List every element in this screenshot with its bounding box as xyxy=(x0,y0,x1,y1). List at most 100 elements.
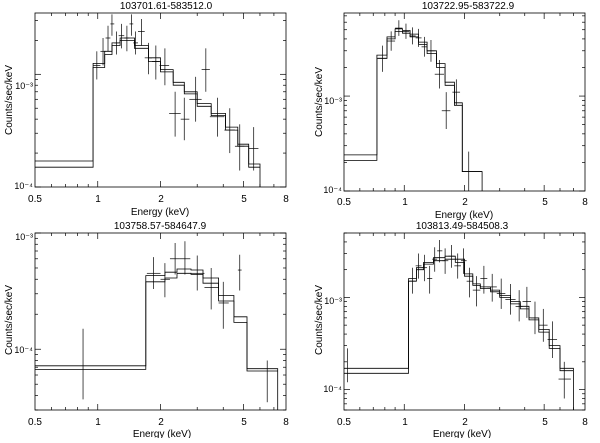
panel-1-data-point-6 xyxy=(124,25,130,52)
panel-1-y-label: Counts/sec/keV xyxy=(4,65,15,135)
panel-4-ticks xyxy=(344,232,585,411)
panel-3-data-point-4 xyxy=(179,241,191,275)
panel-3-data-point-6 xyxy=(204,267,219,310)
panel-4-y-tick-0: 10⁻⁴ xyxy=(323,384,342,394)
panel-4-data-point-22 xyxy=(558,361,571,399)
panel-1-data-point-18 xyxy=(224,108,235,154)
panel-2-x-tick-3: 5 xyxy=(542,197,548,208)
panel-2-data-point-8 xyxy=(434,59,445,89)
panel-4-y-label: Counts/sec/keV xyxy=(314,285,325,355)
panel-1-data-point-8 xyxy=(133,31,139,55)
panel-4-model-line-2 xyxy=(344,258,574,374)
panel-3-y-label: Counts/sec/keV xyxy=(4,285,15,355)
panel-1-ticks xyxy=(35,13,286,188)
panel-2-data-points xyxy=(378,20,483,191)
panel-1-data-point-13 xyxy=(169,91,181,137)
spectrum-panel-1: 103701.61-583512.0 0.5 1 2 5 8 10⁻⁴ 10⁻³… xyxy=(4,1,289,218)
panel-3-data-point-8 xyxy=(237,254,242,291)
panel-2-data-point-6 xyxy=(421,36,428,57)
panel-2-x-tick-2: 2 xyxy=(462,197,468,208)
panel-2-y-tick-1: 10⁻³ xyxy=(324,96,342,106)
panel-1-data-point-0 xyxy=(93,51,101,80)
panel-3-x-tick-4: 8 xyxy=(283,417,289,428)
panel-4-data-point-13 xyxy=(480,265,488,294)
panel-1-x-tick-4: 8 xyxy=(283,194,289,205)
panel-4-data-point-20 xyxy=(538,308,548,342)
panel-3-x-tick-1: 1 xyxy=(95,417,101,428)
panel-4-y-tick-1: 10⁻³ xyxy=(324,296,342,306)
panel-4-data-point-6 xyxy=(437,239,443,263)
panel-4-x-label: Energy (keV) xyxy=(433,429,491,438)
panel-4-data-point-3 xyxy=(421,254,428,282)
panel-1-y-tick-1: 10⁻³ xyxy=(15,81,33,91)
panel-3-plot-frame xyxy=(34,232,287,411)
panel-1-data-point-12 xyxy=(159,48,170,86)
panel-1-data-point-4 xyxy=(114,31,119,55)
panel-2-model-lines xyxy=(344,28,483,191)
spectrum-panel-4: 103813.49-584508.3 0.5 1 2 5 8 10⁻⁴ 10⁻³… xyxy=(314,221,588,440)
panel-3-x-tick-2: 2 xyxy=(158,417,164,428)
panel-3-data-points xyxy=(82,241,268,403)
panel-3-x-tick-0: 0.5 xyxy=(28,417,42,428)
panel-1-data-point-10 xyxy=(144,42,152,75)
panel-1-model-lines xyxy=(35,37,261,187)
panel-2-data-point-2 xyxy=(395,20,403,36)
panel-1-data-point-5 xyxy=(118,23,125,49)
panel-1-data-point-2 xyxy=(105,25,111,52)
panel-2-x-tick-0: 0.5 xyxy=(337,197,351,208)
panel-2-data-point-9 xyxy=(441,92,451,129)
panel-4-model-line-1 xyxy=(344,255,574,410)
panel-1-x-tick-1: 1 xyxy=(95,194,101,205)
panel-2-x-tick-1: 1 xyxy=(402,197,408,208)
panel-1-y-tick-0: 10⁻⁴ xyxy=(14,181,33,191)
panel-4-data-point-14 xyxy=(487,273,497,302)
panel-4-data-point-5 xyxy=(432,247,438,272)
panel-2-x-tick-4: 8 xyxy=(582,197,588,208)
panel-1-model-line-1 xyxy=(35,37,261,187)
panel-2-data-point-10 xyxy=(452,79,461,106)
panel-4-model-lines xyxy=(344,255,574,410)
panel-4-data-point-12 xyxy=(472,276,481,307)
panel-1-x-tick-0: 0.5 xyxy=(28,194,42,205)
panel-3-y-tick-1: 10⁻³ xyxy=(15,232,33,242)
panel-2-model-line-2 xyxy=(344,31,483,172)
panel-3-y-tick-0: 10⁻⁴ xyxy=(14,345,33,355)
panel-3-data-point-7 xyxy=(218,281,229,329)
panel-1-x-tick-2: 2 xyxy=(158,194,164,205)
panel-1-data-point-11 xyxy=(151,45,160,80)
panel-1-data-point-15 xyxy=(189,76,202,122)
panel-4-data-point-18 xyxy=(522,286,532,318)
panel-2-data-point-5 xyxy=(415,28,422,47)
panel-3-data-point-2 xyxy=(160,263,170,298)
panel-2-title: 103722.95-583722.9 xyxy=(422,1,515,12)
panel-2-y-label: Counts/sec/keV xyxy=(314,67,325,137)
panel-3-x-label: Energy (keV) xyxy=(133,429,191,438)
panel-3-model-lines xyxy=(35,268,279,410)
panel-4-data-point-7 xyxy=(442,248,449,274)
panel-4-data-point-1 xyxy=(409,267,416,294)
panel-1-x-label: Energy (keV) xyxy=(131,207,189,218)
panel-1-data-point-9 xyxy=(138,18,145,46)
panel-4-x-tick-2: 2 xyxy=(462,417,468,428)
panel-4-data-point-19 xyxy=(531,301,539,335)
panel-4-data-point-11 xyxy=(466,267,473,298)
panel-2-y-tick-0: 10⁻⁴ xyxy=(323,185,342,195)
panel-3-data-point-3 xyxy=(169,243,180,275)
panel-3-model-line-2 xyxy=(35,272,278,372)
panel-3-data-point-5 xyxy=(190,255,205,291)
panel-2-data-point-3 xyxy=(402,23,410,39)
panel-3-title: 103758.57-584647.9 xyxy=(114,221,207,232)
panel-1-data-points xyxy=(93,14,259,171)
panel-2-data-point-1 xyxy=(387,31,396,51)
panel-1-model-line-2 xyxy=(35,40,260,168)
panel-1-data-point-14 xyxy=(180,97,190,141)
panel-4-x-tick-4: 8 xyxy=(582,417,588,428)
panel-4-x-tick-1: 1 xyxy=(402,417,408,428)
spectrum-panel-2: 103722.95-583722.9 0.5 1 2 5 8 10⁻⁴ 10⁻³… xyxy=(314,1,588,221)
panel-4-data-point-9 xyxy=(454,253,461,279)
panel-2-data-point-7 xyxy=(427,39,435,62)
panel-2-data-point-4 xyxy=(409,27,416,45)
panel-3-x-tick-3: 5 xyxy=(241,417,247,428)
spectrum-panel-3: 103758.57-584647.9 0.5 1 2 5 8 10⁻⁴ 10⁻³… xyxy=(4,221,289,440)
panel-4-x-tick-0: 0.5 xyxy=(337,417,351,428)
